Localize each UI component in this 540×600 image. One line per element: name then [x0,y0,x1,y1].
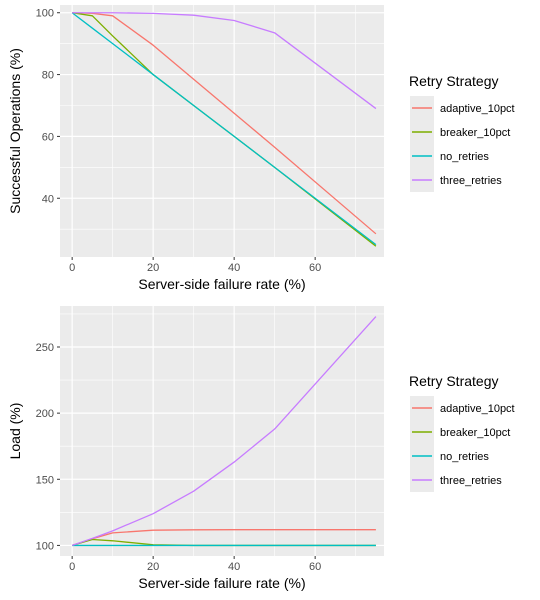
legend-title: Retry Strategy [409,73,498,89]
legend: Retry Strategy adaptive_10pct breaker_10pc… [409,373,515,492]
legend-label-adaptive_10pct: adaptive_10pct [440,403,515,415]
x-tick-label: 0 [69,262,75,274]
y-axis-title: Load (%) [7,403,23,460]
panel-success: 0 20 40 60 40 60 80 100 Server-side failure rate… [7,5,515,292]
x-axis-title: Server-side failure rate (%) [138,276,305,292]
legend-label-adaptive_10pct: adaptive_10pct [440,103,515,115]
legend: Retry Strategy adaptive_10pct breaker_10pc… [409,73,515,192]
legend-label-three_retries: three_retries [440,175,502,187]
legend-title: Retry Strategy [409,373,498,389]
y-tick-label: 200 [36,408,54,420]
series-line-no_retries [71,12,377,246]
legend-label-no_retries: no_retries [440,451,489,463]
series-line-three_retries [72,12,377,110]
y-tick-label: 60 [42,131,54,143]
legend-label-three_retries: three_retries [440,475,502,487]
legend-label-breaker_10pct: breaker_10pct [440,127,510,139]
series-line-three_retries [71,316,377,547]
x-tick-label: 40 [228,262,240,274]
y-tick-label: 40 [42,193,54,205]
plot-background [60,5,384,257]
x-tick-label: 40 [228,561,240,573]
plot-background [60,306,384,556]
x-tick-label: 60 [309,561,321,573]
x-tick-label: 60 [309,262,321,274]
y-axis-title: Successful Operations (%) [7,48,23,214]
y-tick-label: 100 [36,540,54,552]
legend-label-breaker_10pct: breaker_10pct [440,427,510,439]
y-tick-label: 100 [36,8,54,20]
panel-load: 0 20 40 60 100 150 200 250 Server-side failure r… [7,306,515,591]
series-line-adaptive_10pct [72,12,377,235]
y-tick-label: 250 [36,342,54,354]
x-axis-title: Server-side failure rate (%) [138,575,305,591]
x-tick-label: 20 [147,262,159,274]
legend-label-no_retries: no_retries [440,151,489,163]
x-tick-label: 20 [147,561,159,573]
y-tick-label: 150 [36,474,54,486]
y-tick-label: 80 [42,70,54,82]
x-tick-label: 0 [69,561,75,573]
